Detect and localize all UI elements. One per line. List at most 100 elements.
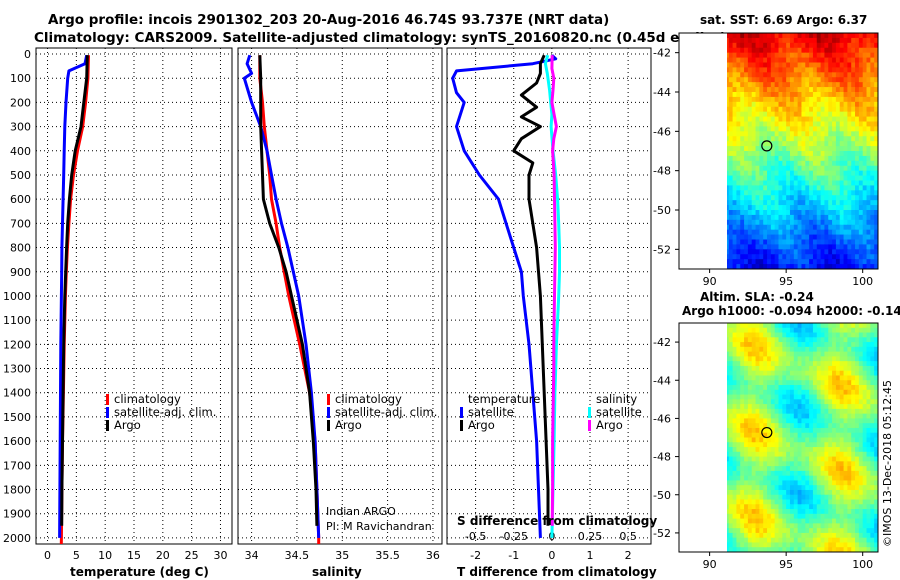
heatmap-cell (770, 542, 776, 548)
heatmap-cell (763, 432, 768, 439)
heatmap-cell (843, 52, 848, 59)
heatmap-cell (740, 185, 745, 191)
heatmap-cell (874, 67, 878, 73)
heatmap-cell (835, 219, 841, 226)
heatmap-cell (812, 408, 818, 415)
heatmap-cell (839, 361, 845, 367)
heatmap-cell (732, 264, 738, 269)
heatmap-cell (870, 447, 875, 453)
heatmap-cell (747, 485, 753, 491)
heatmap-cell (770, 423, 776, 429)
heatmap-cell (751, 418, 757, 424)
heatmap-cell (727, 37, 730, 44)
heatmap-cell (744, 494, 749, 501)
heatmap-cell (740, 542, 745, 548)
heatmap-cell (774, 131, 780, 137)
heatmap-cell (755, 254, 760, 260)
heatmap-cell (767, 254, 772, 260)
heatmap-cell (858, 67, 864, 73)
heatmap-cell (751, 375, 757, 381)
heatmap-cell (843, 175, 848, 182)
heatmap-cell (797, 323, 803, 329)
heatmap-cell (843, 224, 848, 231)
heatmap-cell (767, 408, 772, 415)
heatmap-cell (786, 165, 791, 172)
heatmap-cell (767, 219, 772, 226)
heatmap-cell (770, 180, 776, 187)
heatmap-cell (832, 82, 837, 88)
heatmap-cell (855, 96, 860, 103)
heatmap-cell (832, 451, 837, 458)
heatmap-cell (789, 136, 795, 142)
heatmap-cell (774, 77, 780, 83)
heatmap-cell (751, 323, 757, 329)
heatmap-cell (843, 101, 848, 108)
heatmap-cell (736, 509, 741, 515)
heatmap-cell (809, 96, 814, 103)
heatmap-cell (843, 249, 848, 255)
heatmap-cell (755, 423, 760, 429)
heatmap-cell (774, 509, 780, 515)
heatmap-cell (740, 356, 745, 362)
heatmap-cell (847, 332, 852, 338)
heatmap-cell (843, 485, 848, 491)
heatmap-cell (751, 370, 757, 377)
heatmap-cell (832, 427, 837, 434)
heatmap-cell (770, 404, 776, 410)
heatmap-cell (866, 528, 871, 534)
heatmap-cell (801, 389, 806, 396)
heatmap-cell (774, 385, 780, 391)
heatmap-cell (820, 126, 826, 132)
heatmap-cell (812, 214, 818, 221)
heatmap-cell (747, 175, 753, 182)
legend-climatology-swatch (327, 394, 330, 405)
imos-stamp: ©IMOS 13-Dec-2018 05:12:45 (881, 380, 894, 547)
heatmap-cell (747, 87, 753, 93)
heatmap-cell (843, 532, 848, 539)
heatmap-cell (843, 523, 848, 529)
heatmap-cell (797, 542, 803, 548)
heatmap-cell (874, 380, 878, 386)
heatmap-cell (855, 170, 860, 177)
heatmap-cell (816, 365, 822, 372)
heatmap-cell (816, 332, 822, 338)
heatmap-cell (855, 346, 860, 353)
heatmap-cell (782, 509, 787, 515)
heatmap-cell (786, 475, 791, 482)
heatmap-cell (736, 92, 741, 98)
heatmap-cell (740, 327, 745, 334)
heatmap-cell (851, 456, 856, 462)
heatmap-cell (866, 72, 871, 78)
heatmap-cell (751, 537, 757, 544)
heatmap-cell (728, 389, 734, 396)
heatmap-cell (740, 47, 745, 54)
heatmap-cell (782, 33, 787, 39)
heatmap-cell (866, 155, 871, 162)
heatmap-cell (782, 537, 787, 544)
heatmap-cell (839, 224, 845, 231)
heatmap-cell (774, 394, 780, 400)
heatmap-cell (736, 165, 741, 172)
heatmap-cell (828, 385, 833, 391)
heatmap-cell (812, 423, 818, 429)
heatmap-cell (824, 470, 829, 477)
heatmap-cell (763, 404, 768, 410)
heatmap-cell (858, 151, 864, 157)
heatmap-cell (824, 523, 829, 529)
heatmap-cell (774, 121, 780, 128)
heatmap-cell (740, 264, 745, 269)
depth-tick-label: 1700 (3, 459, 31, 472)
heatmap-cell (782, 351, 787, 357)
heatmap-cell (797, 351, 803, 357)
heatmap-cell (820, 323, 826, 329)
heatmap-cell (728, 423, 734, 429)
heatmap-cell (727, 67, 730, 73)
legend-argo-swatch (327, 420, 330, 431)
heatmap-cell (755, 385, 760, 391)
heatmap-cell (858, 327, 864, 334)
heatmap-cell (728, 408, 734, 415)
heatmap-cell (740, 82, 745, 88)
heatmap-cell (824, 180, 829, 187)
heatmap-cell (728, 537, 734, 544)
heatmap-cell (789, 160, 795, 167)
